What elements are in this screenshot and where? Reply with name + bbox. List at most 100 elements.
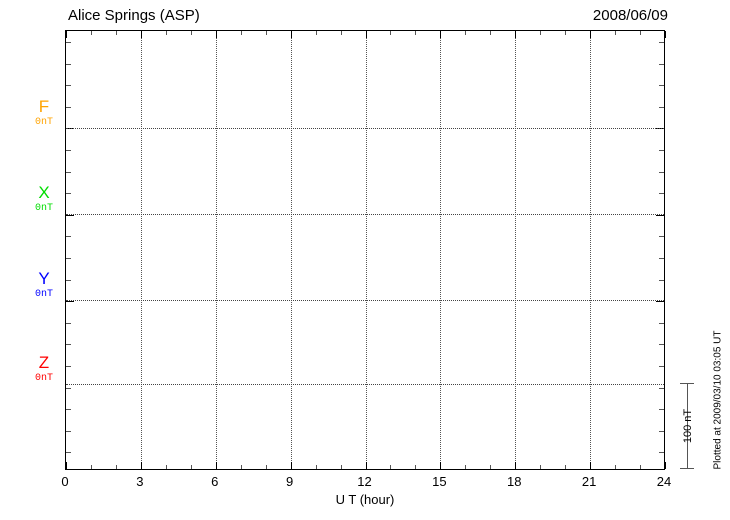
baseline-gridline-x bbox=[66, 214, 664, 215]
component-label-f: F 0nT bbox=[26, 98, 62, 129]
x-tick-minor bbox=[540, 465, 542, 469]
scale-bar-bottom-cap bbox=[680, 468, 694, 469]
y-tick-minor-right bbox=[659, 388, 664, 389]
y-tick-minor-right bbox=[659, 366, 664, 367]
x-tick-minor bbox=[240, 465, 242, 469]
y-tick-minor-right bbox=[659, 172, 664, 173]
y-tick-minor bbox=[66, 452, 71, 453]
x-tick-major-top bbox=[665, 31, 666, 38]
x-tick-minor-top bbox=[240, 31, 242, 35]
component-label-z: Z 0nT bbox=[26, 354, 62, 385]
x-tick-major-top bbox=[140, 31, 142, 38]
component-letter-x: X bbox=[38, 183, 50, 202]
vertical-gridline bbox=[215, 31, 217, 469]
y-tick-minor bbox=[66, 344, 71, 345]
component-value-f: 0nT bbox=[34, 117, 53, 128]
x-tick-label: 18 bbox=[507, 474, 522, 489]
x-tick-major bbox=[440, 462, 442, 469]
y-tick-minor bbox=[66, 280, 71, 281]
x-tick-minor bbox=[465, 465, 467, 469]
x-tick-minor-top bbox=[90, 31, 92, 35]
x-tick-major-top bbox=[215, 31, 217, 38]
component-value-y: 0nT bbox=[34, 289, 53, 300]
component-value-z: 0nT bbox=[34, 373, 53, 384]
y-tick-minor bbox=[66, 42, 71, 43]
x-tick-major bbox=[365, 462, 367, 469]
y-tick-minor bbox=[66, 323, 71, 324]
x-tick-major-top bbox=[590, 31, 592, 38]
x-tick-minor bbox=[265, 465, 267, 469]
x-tick-minor-top bbox=[390, 31, 392, 35]
baseline-gridline-f bbox=[66, 128, 664, 129]
x-tick-major-top bbox=[290, 31, 292, 38]
baseline-gridline-z bbox=[66, 384, 664, 385]
y-tick-minor-right bbox=[659, 344, 664, 345]
x-tick-minor-top bbox=[640, 31, 642, 35]
x-tick-minor-top bbox=[565, 31, 567, 35]
x-tick-minor-top bbox=[165, 31, 167, 35]
y-tick-minor-right bbox=[659, 280, 664, 281]
vertical-gridline bbox=[365, 31, 367, 469]
scale-bar bbox=[680, 383, 694, 469]
y-tick-minor-right bbox=[659, 107, 664, 108]
y-tick-minor bbox=[66, 236, 71, 237]
y-tick-major-right bbox=[656, 215, 664, 216]
y-tick-minor-right bbox=[659, 236, 664, 237]
x-tick-major-top bbox=[365, 31, 367, 38]
y-tick-major bbox=[66, 215, 74, 216]
page-title: Alice Springs (ASP) bbox=[68, 7, 200, 24]
x-tick-minor bbox=[615, 465, 617, 469]
y-tick-minor-right bbox=[659, 258, 664, 259]
vertical-gridline bbox=[290, 31, 292, 469]
component-letter-y: Y bbox=[38, 269, 50, 288]
y-tick-minor bbox=[66, 366, 71, 367]
x-tick-major bbox=[665, 462, 666, 469]
y-tick-minor-right bbox=[659, 85, 664, 86]
y-tick-minor-right bbox=[659, 323, 664, 324]
y-tick-minor-right bbox=[659, 452, 664, 453]
x-tick-minor-top bbox=[115, 31, 117, 35]
y-tick-minor-right bbox=[659, 409, 664, 410]
component-letter-f: F bbox=[38, 97, 50, 116]
vertical-gridline bbox=[590, 31, 592, 469]
x-tick-minor bbox=[165, 465, 167, 469]
x-tick-minor bbox=[565, 465, 567, 469]
x-tick-minor-top bbox=[540, 31, 542, 35]
x-tick-major bbox=[590, 462, 592, 469]
x-tick-minor-top bbox=[465, 31, 467, 35]
y-tick-minor-right bbox=[659, 431, 664, 432]
scale-bar-line bbox=[687, 383, 688, 469]
x-tick-minor-top bbox=[615, 31, 617, 35]
chart-date: 2008/06/09 bbox=[592, 7, 668, 24]
component-value-x: 0nT bbox=[34, 203, 53, 214]
x-tick-minor-top bbox=[315, 31, 317, 35]
x-tick-minor-top bbox=[265, 31, 267, 35]
x-tick-major bbox=[515, 462, 517, 469]
component-letter-z: Z bbox=[38, 353, 50, 372]
component-label-y: Y 0nT bbox=[26, 270, 62, 301]
plotted-at-caption: Plotted at 2009/03/10 03:05 UT bbox=[712, 330, 724, 470]
y-tick-minor bbox=[66, 388, 71, 389]
y-tick-minor bbox=[66, 172, 71, 173]
y-tick-minor bbox=[66, 150, 71, 151]
y-tick-minor-right bbox=[659, 42, 664, 43]
y-tick-major-right bbox=[656, 301, 664, 302]
x-tick-label: 15 bbox=[432, 474, 447, 489]
x-tick-major bbox=[215, 462, 217, 469]
y-tick-minor bbox=[66, 258, 71, 259]
x-tick-major bbox=[140, 462, 142, 469]
vertical-gridline bbox=[440, 31, 442, 469]
y-tick-minor bbox=[66, 64, 71, 65]
x-tick-label: 21 bbox=[581, 474, 597, 489]
x-tick-minor bbox=[115, 465, 117, 469]
x-tick-minor-top bbox=[490, 31, 492, 35]
x-tick-label: 6 bbox=[211, 474, 219, 489]
scale-bar-label: 100 nT bbox=[682, 408, 694, 444]
component-label-x: X 0nT bbox=[26, 184, 62, 215]
vertical-gridline bbox=[140, 31, 142, 469]
y-tick-major bbox=[66, 301, 74, 302]
x-tick-minor bbox=[315, 465, 317, 469]
x-tick-major-top bbox=[66, 31, 67, 38]
y-tick-minor-right bbox=[659, 150, 664, 151]
x-tick-label: 9 bbox=[286, 474, 294, 489]
